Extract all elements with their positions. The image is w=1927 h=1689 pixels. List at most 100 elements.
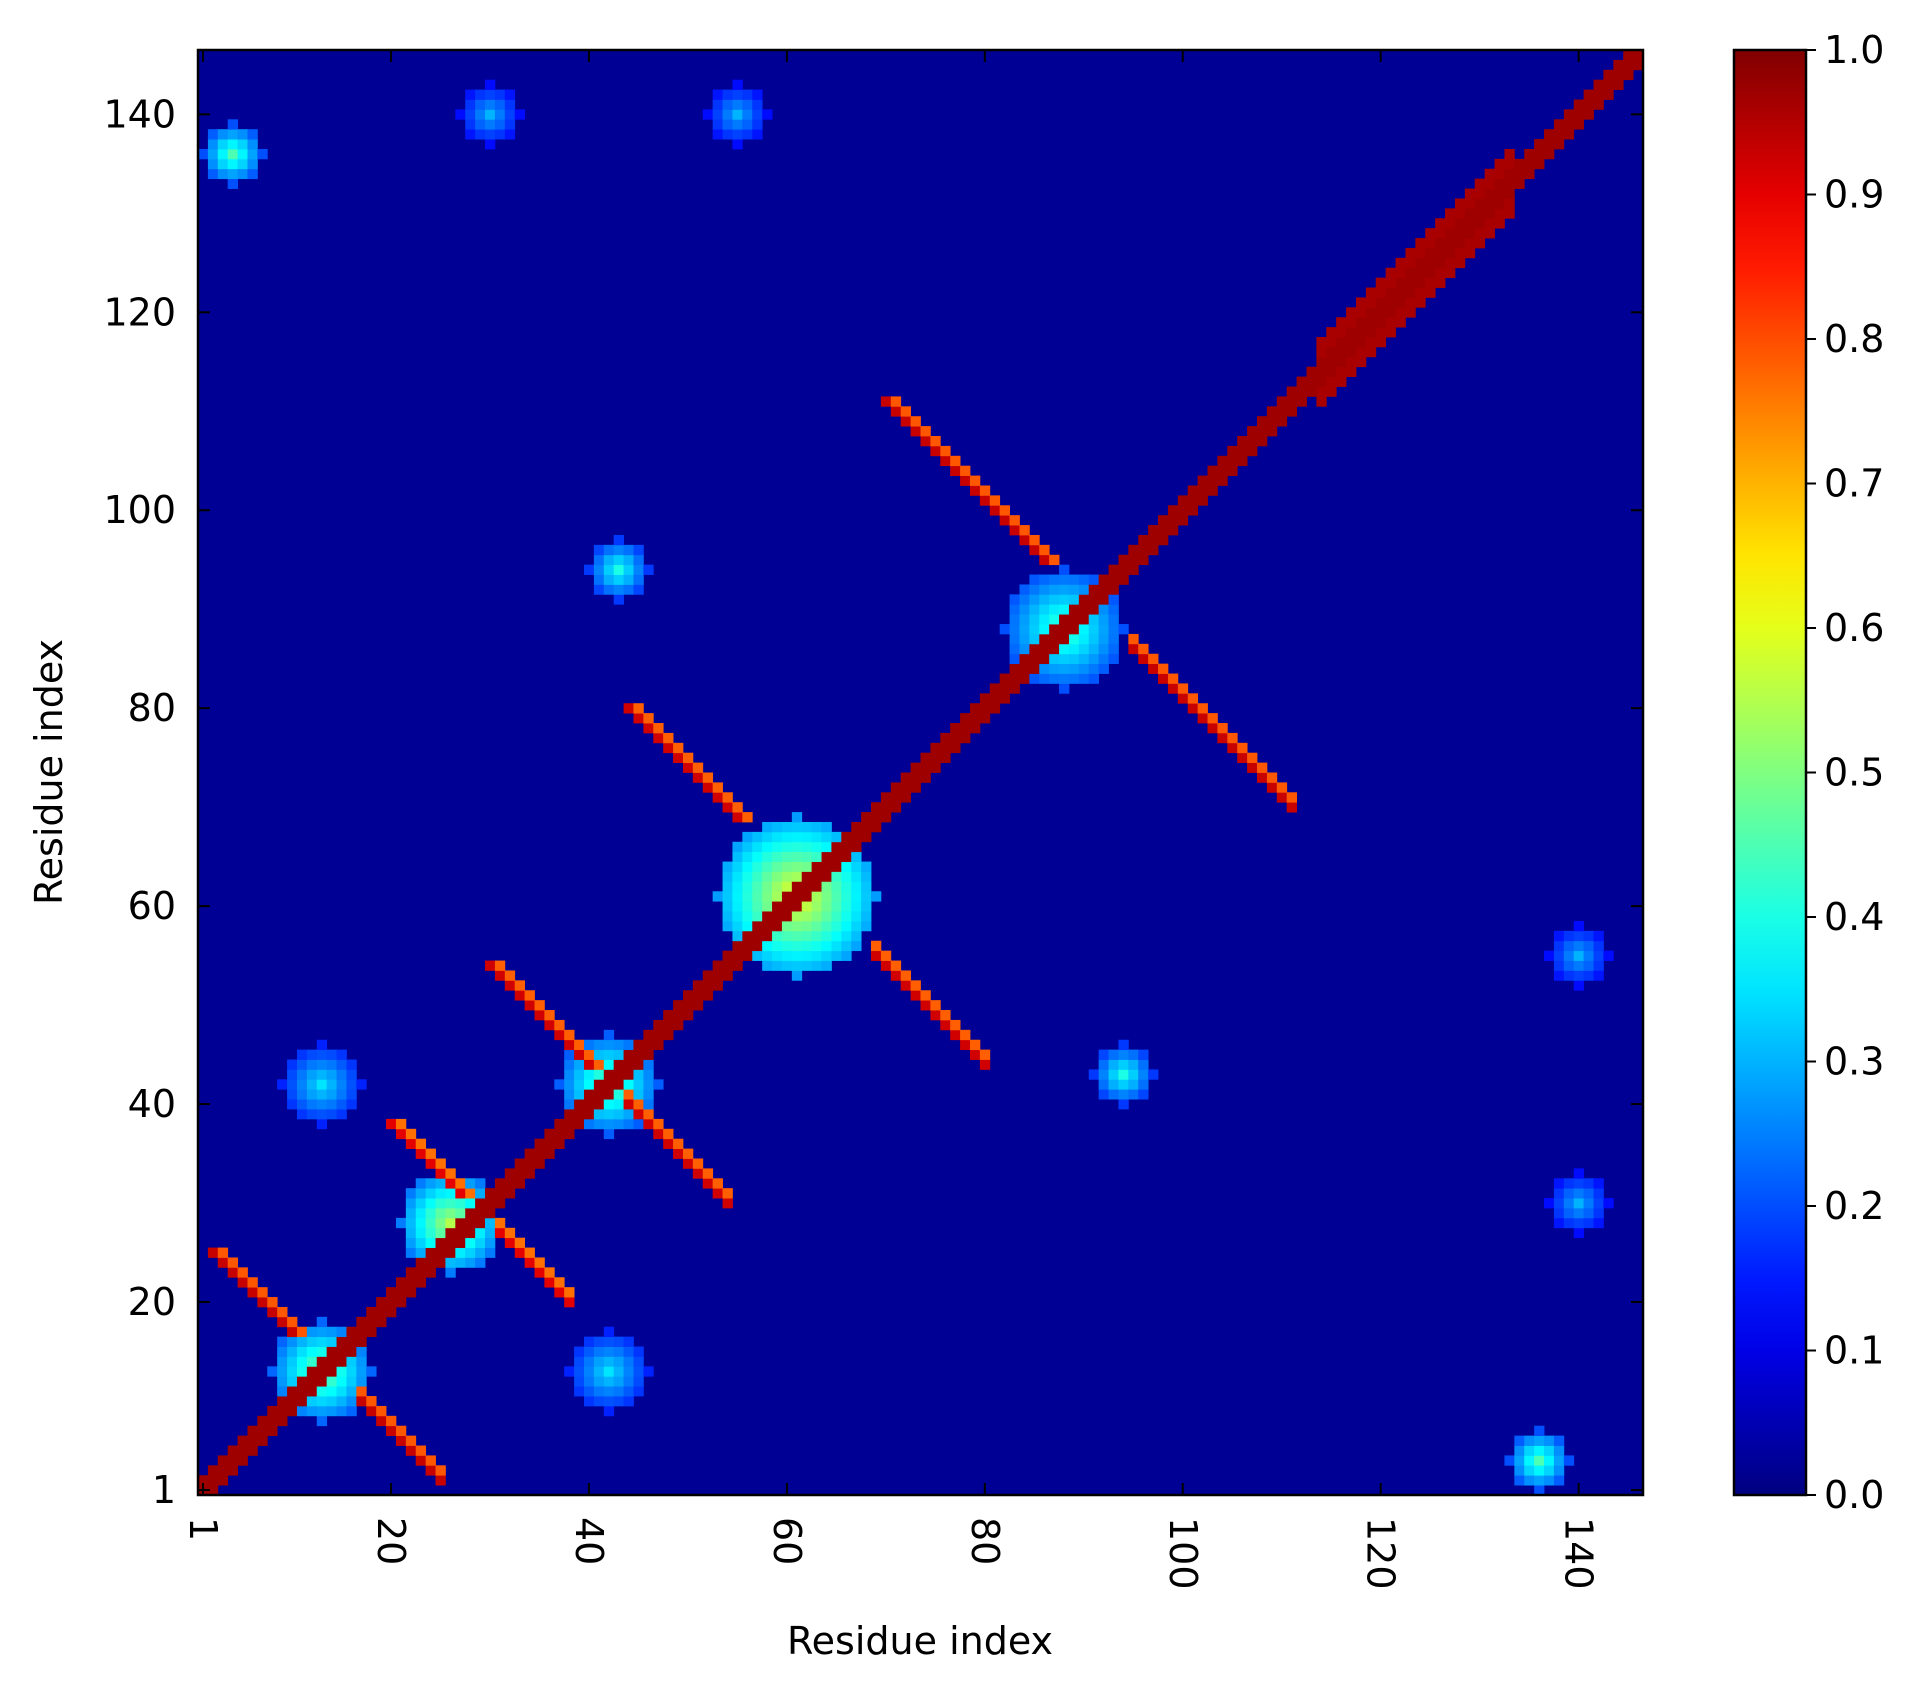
heatmap-cell [277, 1306, 288, 1318]
heatmap-cell [712, 782, 723, 793]
heatmap-cell [772, 891, 783, 902]
heatmap-cell [851, 901, 862, 912]
heatmap-cell [861, 812, 872, 823]
heatmap-cell [682, 1158, 694, 1169]
heatmap-cell [1395, 287, 1406, 298]
heatmap-cell [861, 911, 872, 922]
heatmap-cell [762, 851, 773, 862]
heatmap-cell [742, 911, 753, 922]
heatmap-cell [930, 1000, 941, 1011]
heatmap-cell [1395, 277, 1406, 288]
heatmap-cell [1049, 643, 1060, 655]
heatmap-cell [425, 1207, 436, 1219]
heatmap-cell [455, 1217, 466, 1229]
heatmap-cell [247, 1435, 258, 1446]
heatmap-cell [702, 970, 714, 981]
heatmap-cell [336, 1059, 347, 1070]
heatmap-cell [326, 1396, 337, 1407]
heatmap-cell [732, 901, 743, 912]
heatmap-cell [227, 168, 238, 180]
heatmap-cell [1464, 218, 1476, 229]
heatmap-cell [574, 1376, 585, 1387]
heatmap-cell [682, 1010, 694, 1021]
heatmap-cell [900, 772, 912, 783]
heatmap-cell [1059, 614, 1070, 625]
heatmap-cell [1138, 653, 1149, 665]
heatmap-cell [1029, 584, 1040, 595]
heatmap-cell [1534, 139, 1545, 150]
heatmap-cell [1316, 376, 1327, 387]
heatmap-cell [1098, 643, 1109, 655]
heatmap-cell [316, 1386, 328, 1397]
heatmap-cell [762, 960, 773, 971]
heatmap-cell [1266, 406, 1278, 417]
heatmap-cell [1316, 386, 1327, 397]
heatmap-cell [1573, 1198, 1585, 1209]
heatmap-cell [633, 1089, 644, 1100]
heatmap-cell [564, 1059, 575, 1070]
heatmap-cell [722, 89, 733, 100]
heatmap-cell [1068, 673, 1080, 684]
heatmap-cell [772, 901, 783, 912]
heatmap-cell [494, 119, 506, 130]
heatmap-cell [732, 920, 743, 932]
heatmap-cell [494, 970, 506, 981]
heatmap-cell [593, 1376, 605, 1387]
heatmap-cell [296, 1079, 308, 1090]
heatmap-cell [336, 1366, 347, 1377]
heatmap-cell [1059, 594, 1070, 605]
colorbar-tick-label: 0.7 [1824, 462, 1884, 506]
heatmap-cell [742, 109, 753, 120]
heatmap-cell [1405, 297, 1416, 308]
heatmap-cell [989, 693, 1001, 704]
heatmap-cell [494, 99, 506, 110]
heatmap-cell [1336, 337, 1347, 348]
heatmap-cell [435, 1227, 446, 1239]
heatmap-cell [643, 564, 654, 575]
heatmap-cell [1078, 604, 1090, 615]
x-tick-label: 60 [765, 1517, 809, 1565]
heatmap-cell [613, 1079, 624, 1090]
heatmap-cell [336, 1405, 347, 1417]
heatmap-cell [574, 1366, 585, 1377]
heatmap-cell [593, 1039, 605, 1051]
heatmap-cell [722, 911, 733, 922]
heatmap-cell [574, 1079, 585, 1090]
heatmap-cell [791, 940, 803, 952]
y-tick-label: 60 [128, 884, 176, 928]
heatmap-cell [296, 1089, 308, 1100]
heatmap-cell [722, 109, 733, 120]
heatmap-cell [1603, 1198, 1614, 1209]
heatmap-cell [583, 1109, 595, 1120]
heatmap-cell [247, 129, 258, 140]
heatmap-cell [1553, 1217, 1565, 1229]
heatmap-cell [504, 970, 516, 981]
heatmap-cell [1108, 594, 1119, 605]
heatmap-cell [306, 1079, 318, 1090]
heatmap-cell [801, 821, 813, 833]
heatmap-cell [752, 861, 763, 872]
heatmap-cell [801, 940, 813, 952]
heatmap-cell [603, 1386, 615, 1397]
heatmap-cell [613, 554, 624, 566]
heatmap-cell [296, 1069, 308, 1080]
heatmap-cell [1593, 79, 1604, 90]
heatmap-cell [1346, 307, 1357, 318]
heatmap-cell [1524, 1435, 1535, 1446]
heatmap-cell [732, 940, 743, 952]
heatmap-cell [603, 1366, 615, 1377]
heatmap-cell [425, 1227, 436, 1239]
heatmap-cell [613, 1346, 624, 1357]
heatmap-cell [603, 1049, 615, 1060]
heatmap-cell [603, 544, 615, 556]
heatmap-cell [1316, 356, 1327, 368]
heatmap-cell [781, 920, 793, 932]
heatmap-cell [1385, 307, 1396, 318]
heatmap-cell [425, 1158, 436, 1169]
heatmap-cell [811, 920, 822, 932]
heatmap-cell [296, 1326, 308, 1338]
heatmap-cell [1494, 198, 1505, 209]
heatmap-cell [1197, 703, 1208, 714]
heatmap-cell [960, 1039, 971, 1051]
heatmap-cell [306, 1405, 318, 1417]
